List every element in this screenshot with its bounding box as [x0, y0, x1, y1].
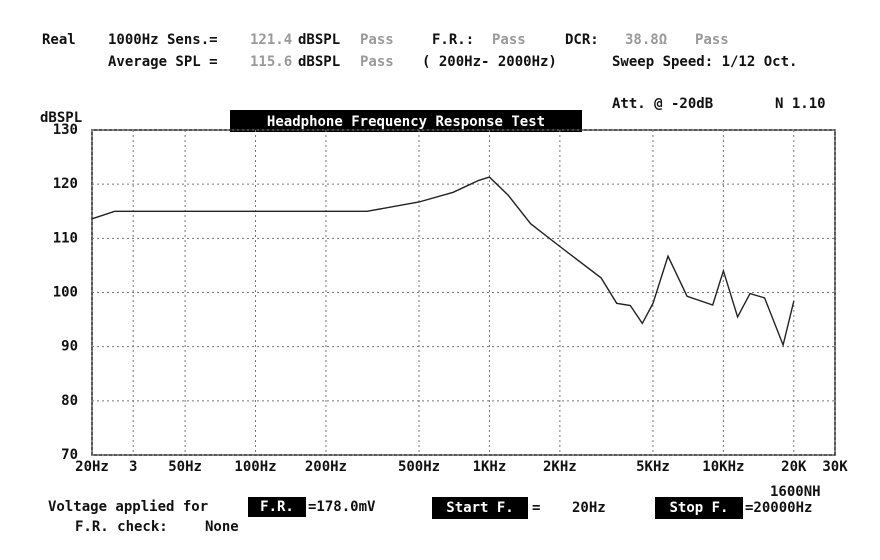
- fr-box-label: F.R.: [260, 499, 294, 515]
- fr-label: F.R.:: [432, 32, 474, 48]
- y-tick-label: 100: [53, 285, 78, 301]
- sens-label: 1000Hz Sens.=: [108, 32, 218, 48]
- stop-box-label: Stop F.: [669, 500, 728, 516]
- y-axis-label: dBSPL: [40, 110, 82, 126]
- x-tick-label: 20Hz: [75, 459, 109, 475]
- sens-unit: dBSPL: [298, 32, 340, 48]
- y-tick-label: 110: [53, 230, 78, 246]
- x-tick-label: 2KHz: [543, 459, 577, 475]
- voltage-label: Voltage applied for: [48, 499, 208, 515]
- version: N 1.10: [775, 96, 826, 112]
- y-tick-label: 90: [61, 339, 78, 355]
- x-tick-label: 200Hz: [305, 459, 347, 475]
- dcr-value: 38.8Ω: [625, 32, 667, 48]
- start-box-label: Start F.: [446, 500, 513, 516]
- x-tick-label: 10KHz: [702, 459, 744, 475]
- attenuation: Att. @ -20dB: [612, 96, 713, 112]
- title-box: [230, 110, 582, 132]
- start-value: 20Hz: [572, 500, 606, 516]
- x-tick-label: 1KHz: [473, 459, 507, 475]
- mode: Real: [42, 32, 76, 48]
- stop-box: [655, 497, 743, 519]
- x-tick-label: 100Hz: [234, 459, 276, 475]
- dcr-label: DCR:: [565, 32, 599, 48]
- check-label: F.R. check:: [75, 519, 168, 535]
- sweep: Sweep Speed: 1/12 Oct.: [612, 54, 797, 70]
- x-tick-label: 500Hz: [398, 459, 440, 475]
- sens-status: Pass: [360, 32, 394, 48]
- stop-value: =20000Hz: [745, 500, 812, 516]
- start-eq: =: [532, 500, 540, 516]
- sens-value: 121.4: [250, 32, 292, 48]
- avg-status: Pass: [360, 54, 394, 70]
- check-value: None: [205, 519, 239, 535]
- model: 1600NH: [770, 484, 821, 500]
- x-tick-label: 30K: [822, 459, 848, 475]
- avg-range: ( 200Hz- 2000Hz): [422, 54, 557, 70]
- response-curve: [91, 176, 795, 348]
- x-tick-label: 5KHz: [636, 459, 670, 475]
- start-box: [432, 497, 528, 519]
- y-tick-label: 120: [53, 176, 78, 192]
- avg-value: 115.6: [250, 54, 292, 70]
- fr-box: [248, 497, 306, 517]
- fr-status: Pass: [492, 32, 526, 48]
- x-tick-label: 3: [129, 459, 137, 475]
- avg-label: Average SPL =: [108, 54, 218, 70]
- voltage-value: =178.0mV: [308, 499, 376, 515]
- avg-unit: dBSPL: [298, 54, 340, 70]
- dcr-status: Pass: [695, 32, 729, 48]
- chart-title: Headphone Frequency Response Test: [267, 114, 545, 130]
- x-tick-label: 50Hz: [168, 459, 202, 475]
- y-tick-label: 70: [61, 447, 78, 463]
- x-tick-label: 20K: [781, 459, 807, 475]
- y-tick-label: 80: [61, 393, 78, 409]
- y-tick-label: 130: [53, 122, 78, 138]
